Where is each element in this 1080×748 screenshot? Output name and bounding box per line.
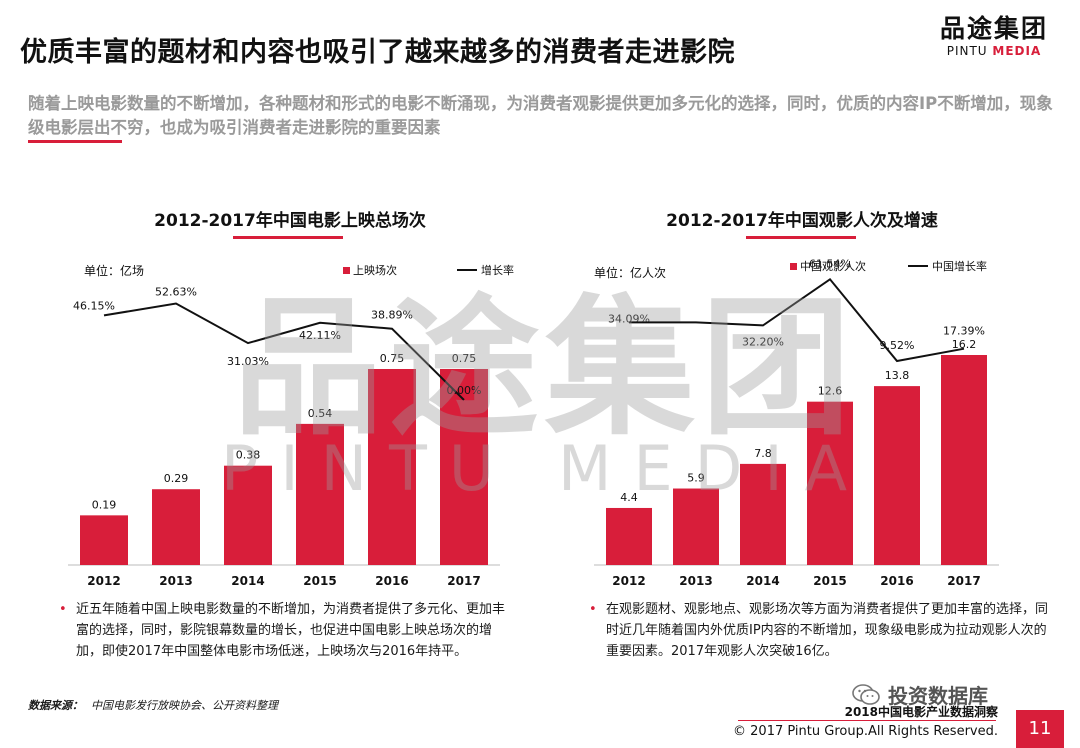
chart-1-underline xyxy=(233,236,343,239)
bar-label-2016: 0.75 xyxy=(380,352,405,365)
bar-label-2017: 0.75 xyxy=(452,352,477,365)
line-label-2014: 31.03% xyxy=(227,355,269,368)
bar-label-2013: 0.29 xyxy=(164,472,189,485)
bar-label-2012: 4.4 xyxy=(620,491,638,504)
line-label-2012: 46.15% xyxy=(73,299,115,312)
page-number: 11 xyxy=(1016,710,1064,748)
legend-line-label: 中国增长率 xyxy=(932,260,987,273)
bar-2016 xyxy=(874,386,920,565)
line-label-2013: 52.63% xyxy=(155,286,197,299)
bar-label-2014: 0.38 xyxy=(236,449,261,462)
bar-label-2016: 13.8 xyxy=(885,369,910,382)
bullet-right-text: 在观影题材、观影地点、观影场次等方面为消费者提供了更加丰富的选择，同时近几年随着… xyxy=(606,602,1049,659)
bar-2014 xyxy=(224,465,272,565)
bullet-left: • 近五年随着中国上映电影数量的不断增加，为消费者提供了多元化、更加丰富的选择，… xyxy=(59,599,510,662)
legend-line-swatch xyxy=(908,265,928,267)
bullet-right: • 在观影题材、观影地点、观影场次等方面为消费者提供了更加丰富的选择，同时近几年… xyxy=(589,599,1052,662)
bar-2015 xyxy=(296,423,344,565)
logo-en-a: PINTU xyxy=(946,44,993,58)
bar-label-2013: 5.9 xyxy=(687,472,705,485)
bar-label-2017: 16.2 xyxy=(952,338,977,351)
bar-2012 xyxy=(606,507,652,565)
chart-2-unit: 单位：亿人次 xyxy=(594,266,667,280)
bar-2013 xyxy=(673,488,719,565)
chart-2-title: 2012-2017年中国观影人次及增速 xyxy=(666,211,938,231)
line-label-2017: 0.00% xyxy=(447,384,482,397)
bar-2013 xyxy=(152,489,200,565)
brand-logo: 品途集团 PINTU MEDIA xyxy=(934,14,1054,58)
bar-2017 xyxy=(941,355,987,565)
page-title: 优质丰富的题材和内容也吸引了越来越多的消费者走进影院 xyxy=(20,37,735,68)
bar-label-2015: 0.54 xyxy=(308,407,333,420)
wechat-tag: 投资数据库 xyxy=(852,680,988,709)
legend-bar-swatch xyxy=(343,266,350,274)
line-label-2012: 34.09% xyxy=(608,312,650,325)
bullet-left-text: 近五年随着中国上映电影数量的不断增加，为消费者提供了多元化、更加丰富的选择，同时… xyxy=(76,602,506,659)
tick-label-2015: 2015 xyxy=(813,574,846,588)
subtitle-divider xyxy=(28,140,122,143)
line-label-2014: 32.20% xyxy=(742,335,784,348)
footer-divider xyxy=(738,720,996,721)
chart-1-plot: 0.19 2012 0.29 2013 0.38 2014 0.54 2015 0.75 2016… xyxy=(68,286,500,588)
legend-bar-label: 中国观影人次 xyxy=(800,260,866,273)
logo-en: PINTU MEDIA xyxy=(934,44,1054,58)
line-label-2015: 61.54% xyxy=(809,257,851,270)
bar-2017 xyxy=(440,369,488,565)
tick-label-2016: 2016 xyxy=(375,574,408,588)
chart-1-unit: 单位：亿场 xyxy=(84,264,145,278)
bullet-dot: • xyxy=(59,602,67,617)
bar-label-2015: 12.6 xyxy=(818,385,843,398)
bar-label-2014: 7.8 xyxy=(754,447,772,460)
logo-en-b: MEDIA xyxy=(992,44,1042,58)
report-name: 2018中国电影产业数据洞察 xyxy=(844,705,998,719)
chart-1-legend: 上映场次 增长率 xyxy=(343,262,514,278)
growth-line xyxy=(103,302,465,401)
legend-bar-swatch xyxy=(790,262,797,270)
source-text: 中国电影发行放映协会、公开资料整理 xyxy=(91,699,278,712)
tick-label-2017: 2017 xyxy=(447,574,480,588)
tick-label-2014: 2014 xyxy=(231,574,264,588)
bar-2014 xyxy=(740,463,786,565)
wechat-label: 投资数据库 xyxy=(888,684,988,708)
chart-1-title: 2012-2017年中国电影上映总场次 xyxy=(154,211,426,231)
bar-2015 xyxy=(807,401,853,565)
tick-label-2016: 2016 xyxy=(880,574,913,588)
chart-2-legend: 中国观影人次 中国增长率 xyxy=(790,258,987,274)
logo-cn: 品途集团 xyxy=(939,14,1048,43)
growth-line xyxy=(629,277,965,363)
bullet-dot: • xyxy=(589,602,597,617)
page-subtitle: 随着上映电影数量的不断增加，各种题材和形式的电影不断涌现，为消费者观影提供更加多… xyxy=(28,94,1053,137)
chart-2-plot: 4.4 2012 5.9 2013 7.8 2014 12.6 2015 13.8 2016 16.… xyxy=(594,257,999,588)
bar-2012 xyxy=(80,515,128,565)
legend-line-label: 增长率 xyxy=(481,264,514,277)
line-label-2016: 38.89% xyxy=(371,309,413,322)
copyright: © 2017 Pintu Group.All Rights Reserved. xyxy=(733,724,998,739)
chart-2-underline xyxy=(746,236,856,239)
legend-bar-label: 上映场次 xyxy=(353,264,397,277)
bar-2016 xyxy=(368,369,416,565)
legend-line-swatch xyxy=(457,269,477,271)
tick-label-2017: 2017 xyxy=(947,574,980,588)
tick-label-2014: 2014 xyxy=(746,574,779,588)
tick-label-2015: 2015 xyxy=(303,574,336,588)
source-label: 数据来源： xyxy=(28,699,83,712)
tick-label-2013: 2013 xyxy=(159,574,192,588)
data-source: 数据来源： 中国电影发行放映协会、公开资料整理 xyxy=(28,697,278,713)
line-label-2015: 42.11% xyxy=(299,329,341,342)
tick-label-2012: 2012 xyxy=(612,574,645,588)
line-label-2017: 17.39% xyxy=(943,325,985,338)
tick-label-2012: 2012 xyxy=(87,574,120,588)
bar-label-2012: 0.19 xyxy=(92,498,117,511)
tick-label-2013: 2013 xyxy=(679,574,712,588)
line-label-2016: 9.52% xyxy=(880,339,915,352)
wechat-icon xyxy=(852,683,880,705)
